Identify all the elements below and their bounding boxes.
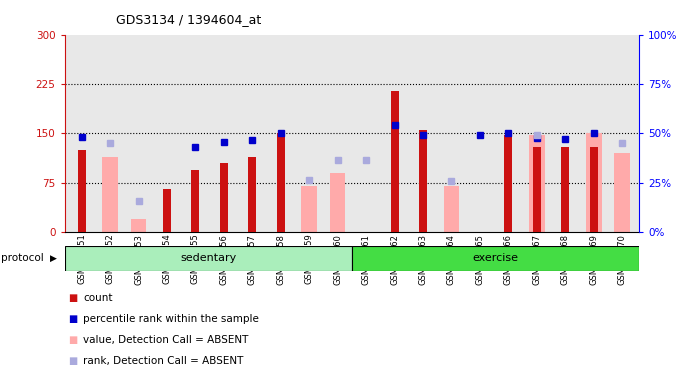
- Text: ■: ■: [68, 335, 78, 345]
- Bar: [277, 134, 285, 232]
- Bar: [561, 147, 569, 232]
- Text: count: count: [83, 293, 112, 303]
- Text: value, Detection Call = ABSENT: value, Detection Call = ABSENT: [83, 335, 248, 345]
- Bar: [78, 150, 86, 232]
- Text: sedentary: sedentary: [180, 253, 237, 263]
- Bar: [352, 246, 639, 271]
- Bar: [533, 147, 541, 232]
- Text: percentile rank within the sample: percentile rank within the sample: [83, 314, 259, 324]
- Bar: [529, 135, 545, 232]
- Bar: [192, 170, 199, 232]
- Bar: [301, 186, 317, 232]
- Text: ■: ■: [68, 293, 78, 303]
- Bar: [586, 134, 602, 232]
- Bar: [390, 91, 398, 232]
- Bar: [505, 135, 512, 232]
- Text: ■: ■: [68, 356, 78, 366]
- Bar: [248, 157, 256, 232]
- Text: rank, Detection Call = ABSENT: rank, Detection Call = ABSENT: [83, 356, 243, 366]
- Bar: [419, 130, 427, 232]
- Text: ▶: ▶: [50, 254, 57, 263]
- Bar: [443, 186, 459, 232]
- Text: GDS3134 / 1394604_at: GDS3134 / 1394604_at: [116, 13, 261, 26]
- Bar: [220, 163, 228, 232]
- Bar: [65, 246, 352, 271]
- Bar: [163, 189, 171, 232]
- Bar: [102, 157, 118, 232]
- Bar: [614, 153, 630, 232]
- Bar: [131, 219, 146, 232]
- Text: protocol: protocol: [1, 253, 44, 263]
- Text: exercise: exercise: [473, 253, 519, 263]
- Bar: [590, 147, 598, 232]
- Bar: [330, 173, 345, 232]
- Text: ■: ■: [68, 314, 78, 324]
